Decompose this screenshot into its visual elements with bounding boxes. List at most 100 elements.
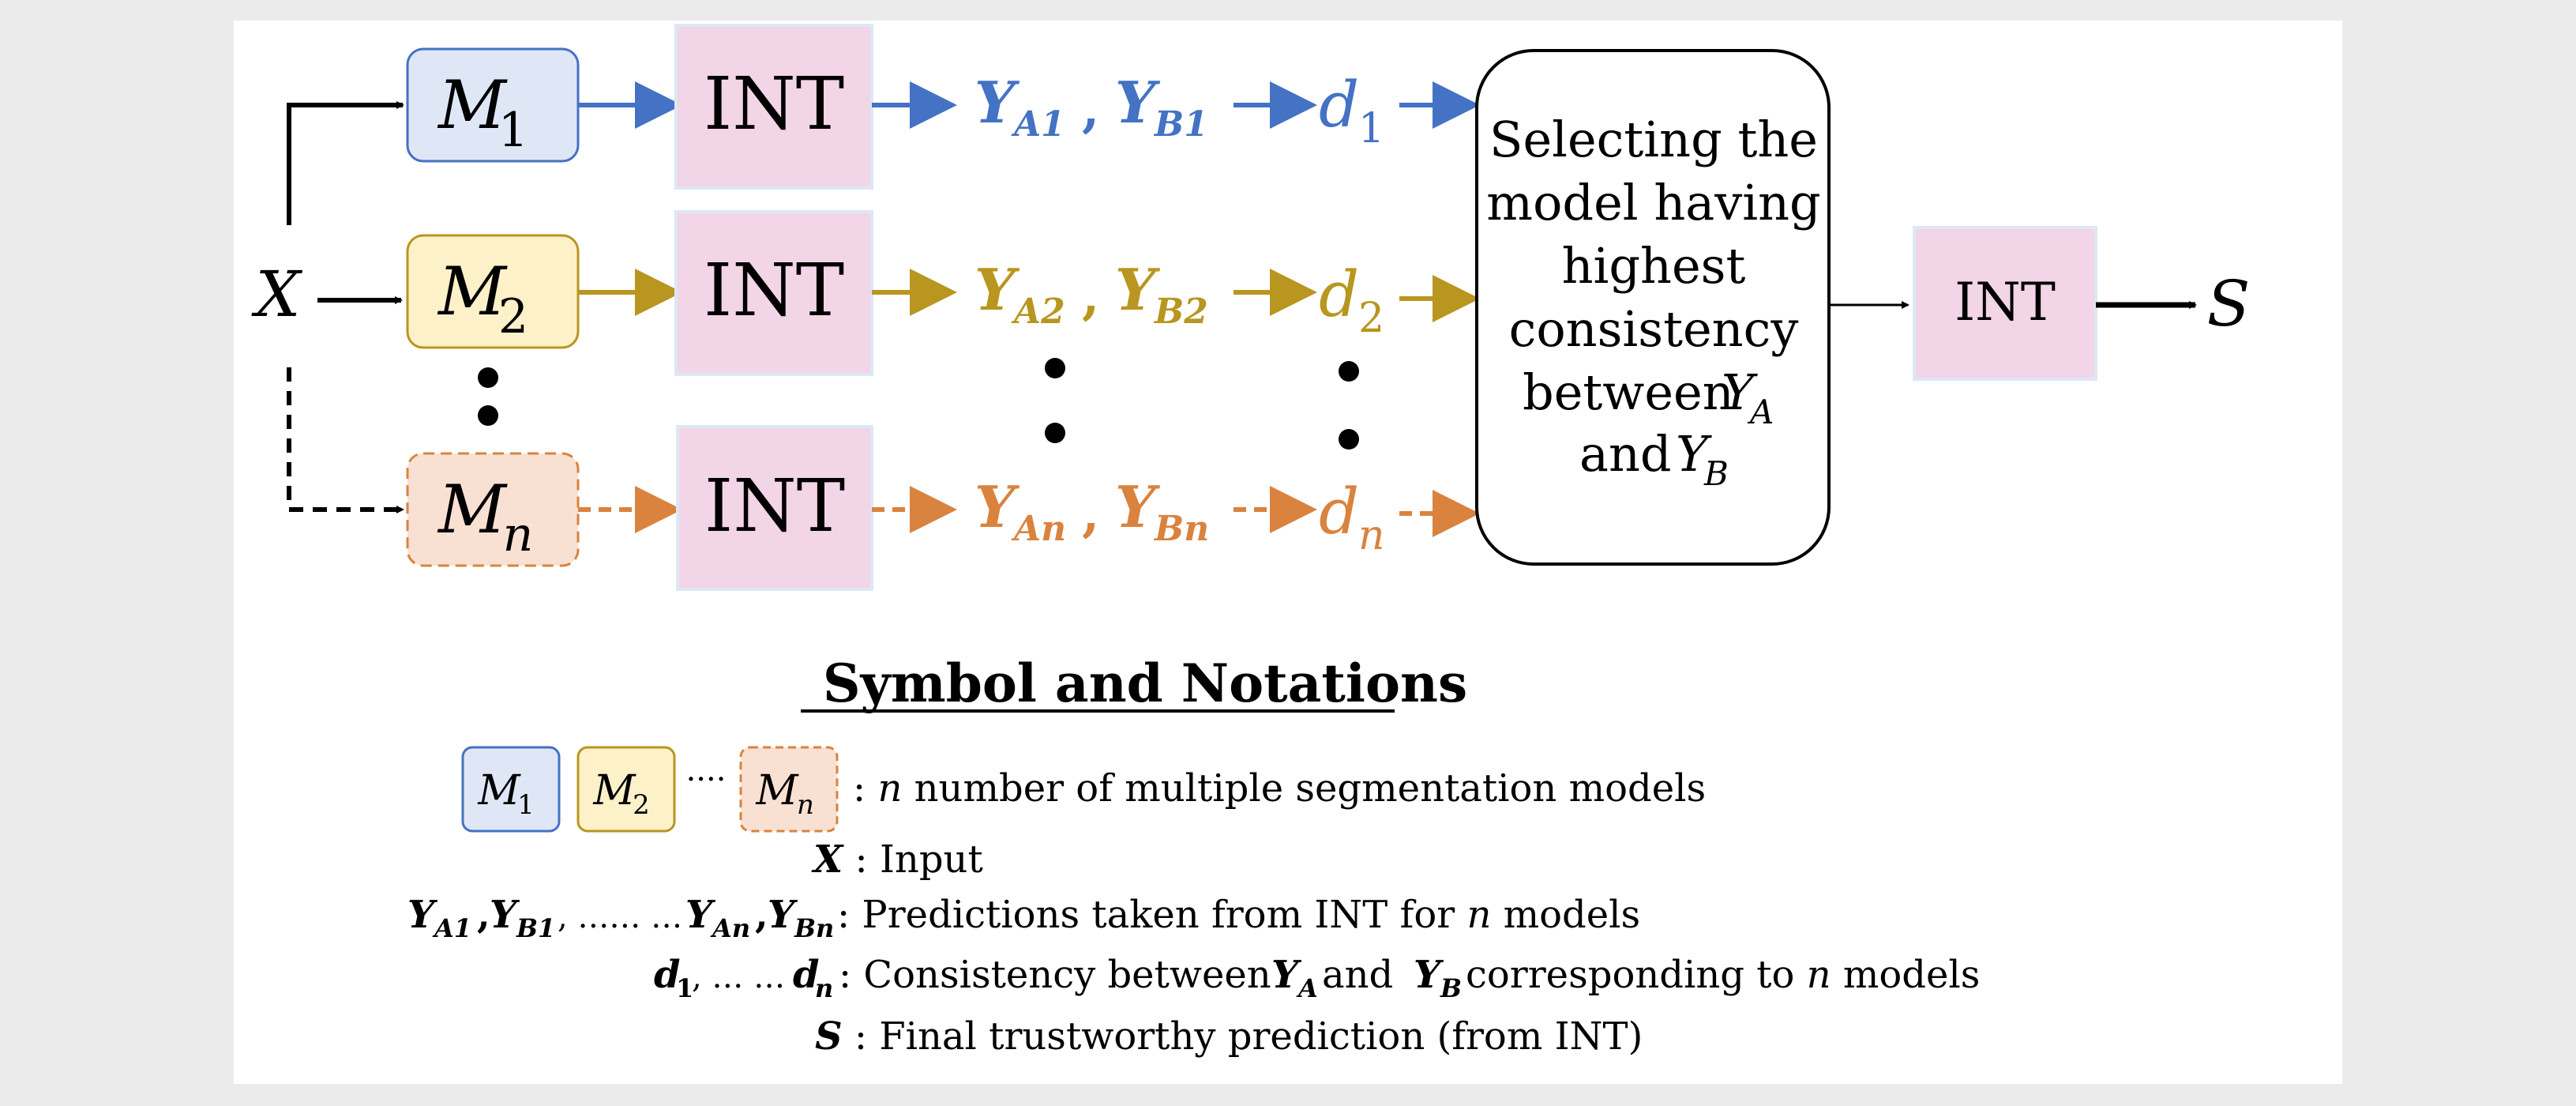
arrow-x-to-mn (287, 367, 404, 514)
svg-text:2: 2 (1358, 295, 1384, 342)
svg-text:d: d (654, 953, 681, 997)
legend-consistency-row: d 1 , … … d n : Consistency between Y A … (654, 953, 1980, 1003)
consistency-dn: d n (1319, 475, 1385, 559)
prediction-pair-n: Y An , Y Bn (974, 473, 1209, 549)
svg-text:Y: Y (685, 893, 716, 937)
int-box-2: INT (674, 210, 873, 376)
legend-input-desc: X : Input (811, 837, 983, 882)
svg-text:M: M (477, 767, 521, 814)
m2-subscript: 2 (498, 289, 528, 344)
int-label: INT (704, 464, 845, 548)
selector-line-5: between Y A (1523, 363, 1774, 431)
consistency-d1: d 1 (1319, 68, 1384, 152)
selector-box: Selecting the model having highest consi… (1475, 49, 1831, 566)
svg-text:: Predictions taken from INT f: : Predictions taken from INT for n model… (837, 893, 1640, 937)
svg-text:B: B (1440, 973, 1462, 1003)
svg-text:,: , (755, 893, 768, 937)
svg-text:Y: Y (1271, 953, 1302, 997)
svg-text:between: between (1523, 363, 1734, 421)
input-x-label: X (251, 258, 303, 331)
svg-text:,: , (477, 893, 490, 937)
svg-text:Y: Y (974, 473, 1020, 540)
legend-chip-m1: M 1 (461, 746, 561, 833)
legend-models-desc: : n number of multiple segmentation mode… (853, 766, 1706, 811)
svg-text:B: B (1703, 454, 1729, 493)
svg-text:A: A (1747, 393, 1774, 431)
svg-text:Bn: Bn (1153, 509, 1209, 549)
selector-line-2: model having (1486, 174, 1820, 231)
dot (1339, 361, 1359, 382)
svg-text:Y: Y (1115, 473, 1161, 540)
model-box-mn: M n (406, 452, 580, 567)
m2-symbol: M (437, 253, 508, 330)
int-label: INT (704, 62, 844, 146)
legend-chip-ellipsis: ···· (686, 762, 727, 798)
legend-chip-mn: M n (739, 746, 839, 833)
svg-text:An: An (1011, 509, 1066, 549)
svg-text:An: An (710, 913, 750, 943)
svg-text:,: , (1082, 267, 1099, 326)
svg-text:Y: Y (974, 256, 1020, 323)
vertical-dots-predictions (1045, 358, 1065, 443)
mn-subscript: n (503, 507, 534, 562)
dot (1339, 429, 1359, 450)
selector-line-4: consistency (1509, 300, 1799, 358)
svg-text:A1: A1 (432, 913, 471, 943)
svg-text:1: 1 (517, 789, 535, 821)
svg-text:, …… …: , …… … (558, 899, 682, 935)
legend-output-desc: S : Final trustworthy prediction (from I… (815, 1014, 1643, 1059)
vertical-dots-d (1339, 361, 1359, 450)
prediction-pair-2: Y A2 , Y B2 (974, 256, 1208, 332)
consistency-d2: d 2 (1319, 258, 1384, 342)
svg-text:and: and (1322, 953, 1393, 997)
int-box-final: INT (1913, 226, 2097, 381)
selector-line-1: Selecting the (1489, 111, 1818, 168)
svg-text:Y: Y (1676, 425, 1712, 483)
svg-text:1: 1 (1358, 105, 1384, 152)
svg-text:A2: A2 (1011, 292, 1065, 332)
svg-text:Y: Y (974, 69, 1020, 136)
svg-text:B1: B1 (1153, 104, 1208, 145)
svg-text:,: , (1082, 484, 1099, 544)
svg-text:n: n (797, 789, 814, 821)
int-label: INT (1955, 272, 2056, 333)
svg-text:d: d (793, 953, 820, 997)
arrow-x-to-m1 (287, 101, 404, 225)
legend-predictions-row: Y A1 , Y B1 , …… … Y An , Y Bn : Predict… (407, 893, 1640, 943)
svg-text:, … …: , … … (692, 959, 785, 995)
svg-text:d: d (1319, 68, 1359, 141)
svg-text:Y: Y (1115, 256, 1161, 323)
legend-chip-m2: M 2 (576, 746, 676, 833)
int-label: INT (704, 248, 844, 333)
svg-text:B2: B2 (1153, 292, 1208, 332)
svg-text:Y: Y (407, 893, 438, 937)
mn-symbol: M (437, 471, 508, 548)
dot (1045, 423, 1065, 443)
svg-text:M: M (755, 767, 799, 814)
svg-text:d: d (1319, 475, 1359, 548)
svg-text:2: 2 (633, 789, 650, 821)
m1-subscript: 1 (498, 103, 528, 158)
model-box-m1: M 1 (406, 47, 580, 163)
svg-text:: Consistency between: : Consistency between (839, 953, 1271, 997)
int-box-1: INT (674, 24, 873, 190)
dot (478, 367, 498, 388)
svg-text:B1: B1 (516, 913, 555, 943)
m1-symbol: M (437, 66, 508, 144)
svg-text:M: M (592, 767, 636, 814)
svg-text:Y: Y (1414, 953, 1444, 997)
vertical-dots-models (478, 367, 498, 426)
int-box-n: INT (676, 425, 873, 591)
svg-text:Bn: Bn (794, 913, 834, 943)
svg-text:1: 1 (676, 973, 693, 1003)
dot (478, 405, 498, 426)
svg-text:n: n (815, 973, 833, 1003)
svg-text:Y: Y (490, 893, 520, 937)
output-s-label: S (2207, 267, 2251, 340)
svg-text:corresponding to n models: corresponding to n models (1466, 953, 1980, 997)
svg-text:Y: Y (1115, 69, 1161, 136)
selector-line-3: highest (1562, 237, 1746, 295)
svg-text:M: M (437, 66, 508, 144)
input-arrows (287, 101, 404, 514)
svg-text:and: and (1579, 425, 1672, 483)
